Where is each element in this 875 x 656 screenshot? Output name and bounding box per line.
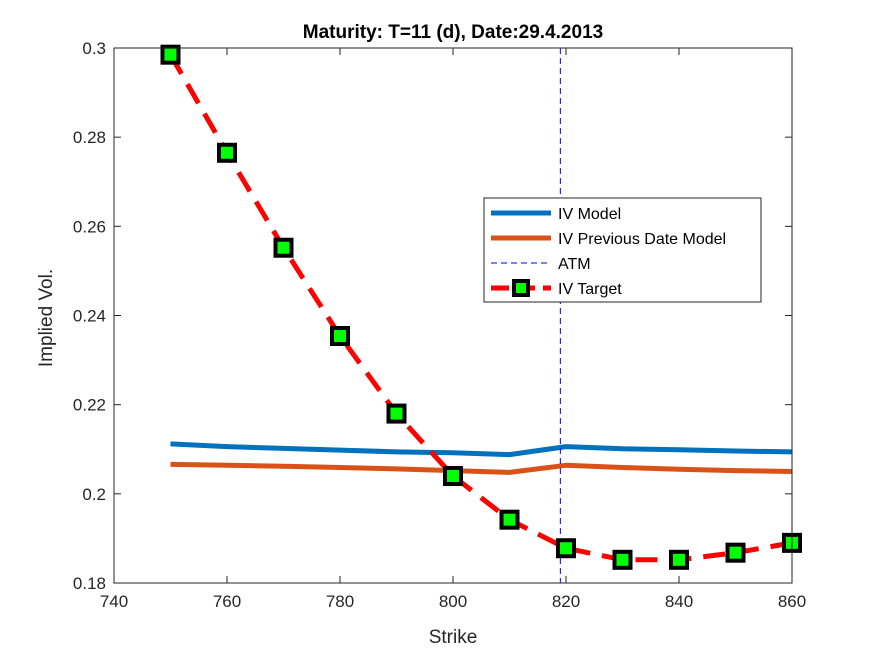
- x-tick-label: 840: [665, 592, 693, 611]
- x-tick-label: 780: [326, 592, 354, 611]
- x-tick-label: 740: [100, 592, 128, 611]
- series-point-iv-target: [273, 237, 294, 258]
- series-point-iv-target: [386, 403, 407, 424]
- series-point-iv-target: [160, 44, 181, 65]
- series-point-iv-target: [330, 326, 350, 347]
- series-point-iv-target: [725, 542, 746, 563]
- series-line-iv-model: [170, 441, 793, 458]
- series-point-iv-target: [669, 549, 689, 570]
- y-tick-label: 0.18: [73, 574, 106, 593]
- x-axis-ticks: 740 760 780 800 820 840 860: [100, 48, 806, 611]
- series-point-iv-target: [217, 142, 237, 163]
- y-tick-label: 0.24: [73, 307, 106, 326]
- plot-area: [113, 44, 802, 584]
- chart-title: Maturity: T=11 (d), Date:29.4.2013: [303, 22, 603, 43]
- y-axis-label: Implied Vol.: [36, 269, 57, 367]
- legend-label-iv-target: IV Target: [558, 281, 622, 298]
- y-tick-label: 0.2: [82, 485, 106, 504]
- series-point-iv-target: [499, 509, 520, 530]
- y-tick-label: 0.3: [82, 39, 106, 58]
- y-axis-ticks: 0.18 0.2 0.22 0.24 0.26 0.28 0.3: [73, 39, 792, 593]
- x-tick-label: 860: [778, 592, 806, 611]
- legend: IV Model IV Previous Date Model ATM IV Targ…: [483, 197, 762, 303]
- series-point-iv-target: [556, 538, 576, 559]
- legend-label-iv-model: IV Model: [558, 206, 621, 223]
- series-point-iv-target: [443, 466, 463, 486]
- series-layer: [160, 44, 802, 583]
- series-line-iv-previous-date-model: [170, 461, 793, 475]
- series-point-iv-target: [612, 549, 633, 570]
- x-tick-label: 820: [552, 592, 580, 611]
- legend-label-atm: ATM: [558, 256, 591, 273]
- y-tick-label: 0.28: [73, 128, 106, 147]
- plot-background: [114, 48, 792, 583]
- y-tick-label: 0.22: [73, 396, 106, 415]
- legend-marker-iv-target: [512, 279, 530, 297]
- x-axis-label: Strike: [429, 627, 478, 648]
- x-tick-label: 760: [213, 592, 241, 611]
- x-tick-label: 800: [439, 592, 467, 611]
- legend-label-iv-previous-date-model: IV Previous Date Model: [558, 231, 726, 248]
- y-tick-label: 0.26: [73, 217, 106, 236]
